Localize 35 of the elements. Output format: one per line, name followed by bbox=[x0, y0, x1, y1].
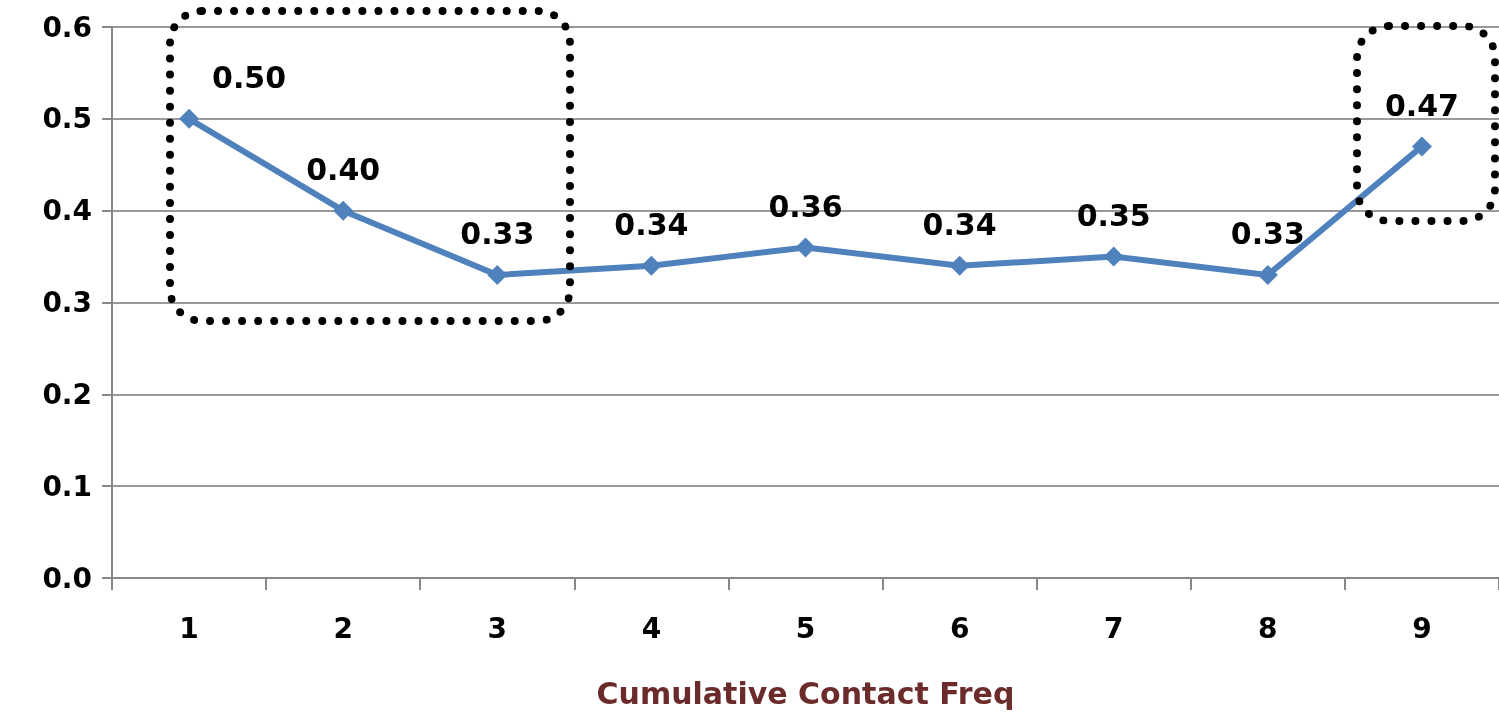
x-tick-label: 6 bbox=[949, 611, 970, 645]
point bbox=[1411, 136, 1432, 157]
data-label: 0.47 bbox=[1384, 87, 1459, 123]
point bbox=[1103, 246, 1124, 267]
y-tick-label: 0.0 bbox=[42, 561, 92, 595]
x-tick-label: 1 bbox=[179, 611, 199, 645]
point bbox=[179, 108, 200, 129]
data-label: 0.34 bbox=[614, 207, 689, 243]
y-tick-label: 0.6 bbox=[42, 10, 92, 44]
data-label: 0.35 bbox=[1076, 198, 1151, 234]
point bbox=[1257, 264, 1278, 285]
data-label: 0.40 bbox=[306, 152, 381, 188]
data-label: 0.33 bbox=[460, 216, 535, 252]
y-tick-label: 0.3 bbox=[42, 286, 92, 319]
point bbox=[795, 237, 816, 258]
data-label: 0.36 bbox=[768, 188, 843, 224]
x-tick-label: 8 bbox=[1258, 611, 1278, 645]
point bbox=[333, 200, 354, 221]
x-tick-label: 7 bbox=[1103, 611, 1124, 645]
x-tick-label: 2 bbox=[333, 611, 353, 645]
point bbox=[949, 255, 970, 276]
data-label: 0.33 bbox=[1230, 216, 1305, 252]
point bbox=[641, 255, 662, 276]
x-axis-title: Cumulative Contact Freq bbox=[596, 675, 1015, 711]
y-tick-label: 0.2 bbox=[42, 377, 92, 411]
point bbox=[487, 264, 508, 285]
y-tick-label: 0.5 bbox=[42, 102, 92, 136]
x-tick-label: 4 bbox=[641, 611, 662, 645]
data-label: 0.50 bbox=[212, 60, 287, 96]
y-tick-label: 0.1 bbox=[42, 469, 92, 503]
data-label: 0.34 bbox=[922, 207, 997, 243]
x-tick-label: 9 bbox=[1412, 611, 1432, 645]
y-tick-label: 0.4 bbox=[42, 194, 92, 228]
x-tick-label: 3 bbox=[487, 611, 508, 645]
x-tick-label: 5 bbox=[795, 611, 816, 645]
